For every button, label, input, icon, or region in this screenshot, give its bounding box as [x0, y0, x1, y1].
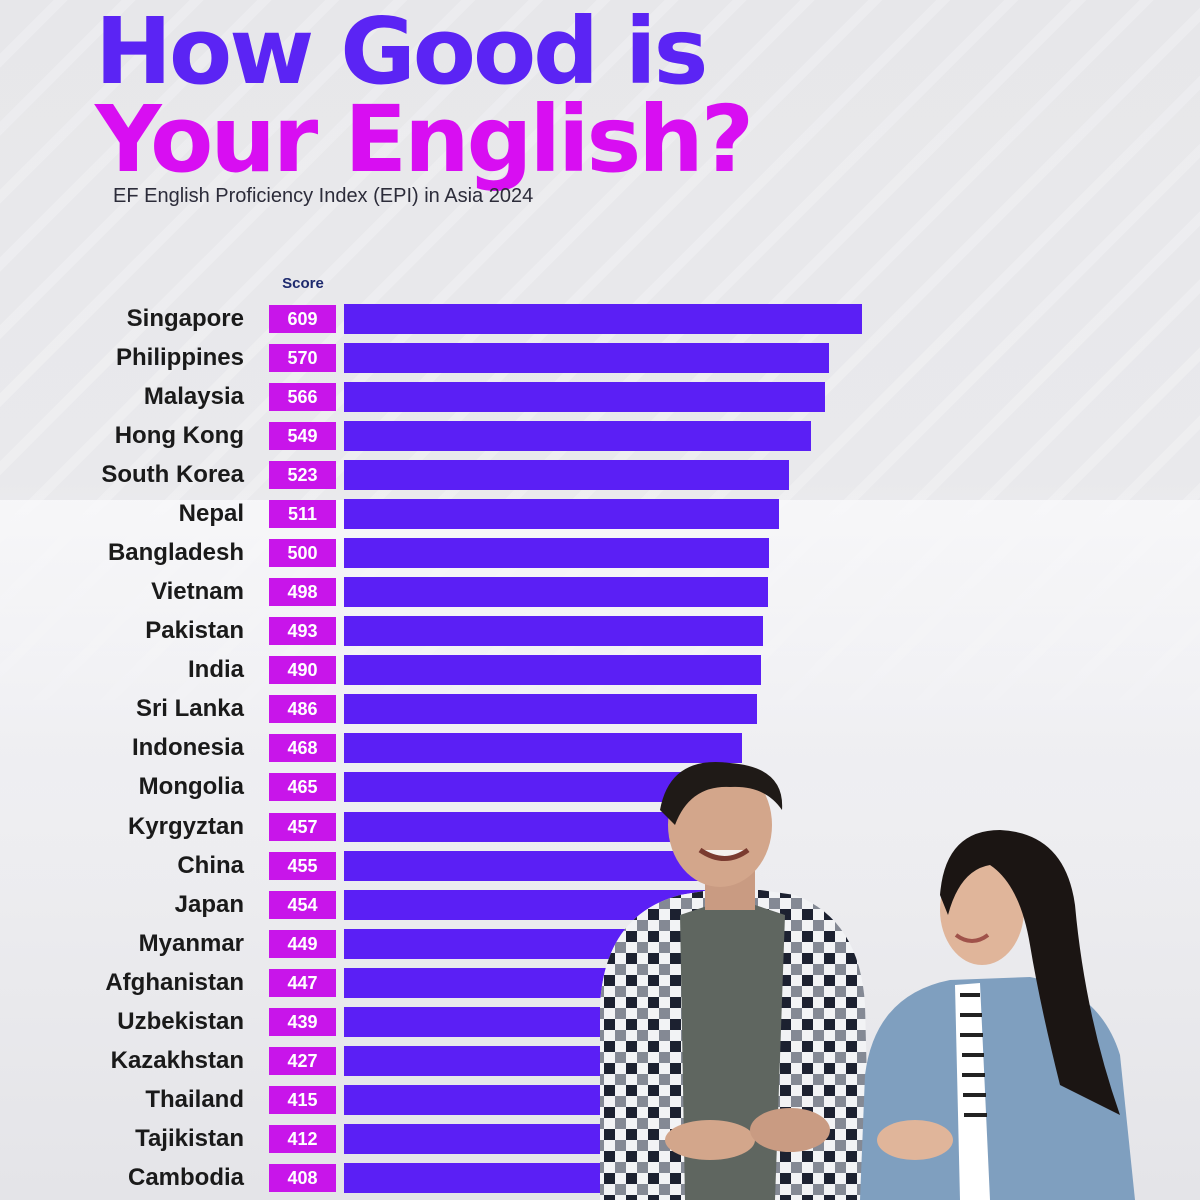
score-bar	[344, 343, 829, 374]
chart-row: South Korea 523	[0, 460, 1200, 491]
title-line-1: How Good is	[95, 0, 708, 105]
score-bar	[344, 421, 811, 452]
country-label: Kyrgyztan	[127, 812, 244, 840]
country-label: Singapore	[126, 305, 244, 332]
country-label: South Korea	[101, 461, 244, 489]
chart-row: Mongolia 465	[0, 772, 1200, 803]
country-label: Afghanistan	[105, 968, 244, 996]
chart-row: Indonesia 468	[0, 733, 1200, 764]
man-figure	[600, 761, 870, 1200]
country-label: Pakistan	[145, 617, 244, 645]
score-label: 570	[269, 344, 336, 373]
score-label: 486	[269, 695, 336, 724]
chart-row: Pakistan 493	[0, 616, 1200, 647]
country-label: Hong Kong	[114, 422, 244, 450]
score-label: 523	[269, 461, 336, 490]
country-label: Bangladesh	[107, 539, 244, 567]
score-label: 609	[269, 305, 336, 333]
score-bar	[344, 694, 757, 725]
country-label: Uzbekistan	[117, 1007, 244, 1035]
chart-row: Vietnam 498	[0, 577, 1200, 608]
score-label: 511	[269, 500, 336, 529]
score-label: 500	[269, 539, 336, 568]
country-label: Japan	[174, 890, 244, 918]
chart-title: How Good is Your English?	[95, 0, 754, 193]
score-column-header: Score	[282, 275, 324, 292]
score-bar	[344, 733, 742, 764]
score-label: 566	[269, 383, 336, 412]
chart-row: Malaysia 566	[0, 382, 1200, 413]
country-label: Mongolia	[138, 773, 244, 801]
photo-two-people	[600, 761, 1135, 1200]
score-label: 493	[269, 617, 336, 646]
chart-row: Sri Lanka 486	[0, 694, 1200, 725]
score-label: 454	[269, 890, 336, 919]
score-label: 408	[269, 1163, 336, 1192]
score-label: 415	[269, 1085, 336, 1114]
country-label: Tajikistan	[135, 1124, 244, 1152]
score-label: 439	[269, 1007, 336, 1036]
score-label: 468	[269, 734, 336, 763]
country-label: Philippines	[115, 344, 244, 372]
country-label: Kazakhstan	[110, 1046, 244, 1074]
score-label: 490	[269, 656, 336, 685]
chart-row: Nepal 511	[0, 499, 1200, 530]
country-label: Sri Lanka	[135, 695, 244, 723]
score-bar	[344, 499, 779, 530]
score-bar	[344, 577, 768, 608]
country-label: Thailand	[145, 1085, 244, 1113]
chart-row: India 490	[0, 655, 1200, 686]
score-bar	[344, 538, 769, 569]
country-label: Vietnam	[151, 578, 244, 606]
score-label: 447	[269, 968, 336, 997]
country-label: Indonesia	[131, 734, 244, 762]
score-label: 465	[269, 773, 336, 802]
chart-row: Hong Kong 549	[0, 421, 1200, 452]
country-label: Myanmar	[138, 929, 244, 957]
score-label: 457	[269, 812, 336, 841]
chart-subtitle: EF English Proficiency Index (EPI) in As…	[113, 185, 534, 207]
score-bar	[344, 304, 862, 334]
score-label: 498	[269, 578, 336, 607]
score-bar	[344, 616, 763, 647]
chart-row: China 455	[0, 850, 1200, 881]
score-bar	[344, 382, 825, 413]
chart-row: Singapore 609	[0, 304, 1200, 334]
country-label: Nepal	[178, 500, 244, 528]
score-label: 455	[269, 851, 336, 880]
score-bar	[344, 460, 789, 491]
country-label: Malaysia	[143, 383, 244, 411]
chart-row: Bangladesh 500	[0, 538, 1200, 569]
title-line-2: Your English?	[95, 86, 754, 193]
woman-figure	[860, 830, 1135, 1200]
country-label: Cambodia	[127, 1163, 244, 1191]
score-label: 412	[269, 1124, 336, 1153]
score-bar	[344, 655, 761, 686]
chart-row: Philippines 570	[0, 343, 1200, 374]
country-label: India	[187, 656, 244, 684]
country-label: China	[177, 851, 244, 879]
score-label: 427	[269, 1046, 336, 1075]
score-bar	[344, 850, 731, 881]
score-label: 549	[269, 422, 336, 451]
score-label: 449	[269, 929, 336, 958]
